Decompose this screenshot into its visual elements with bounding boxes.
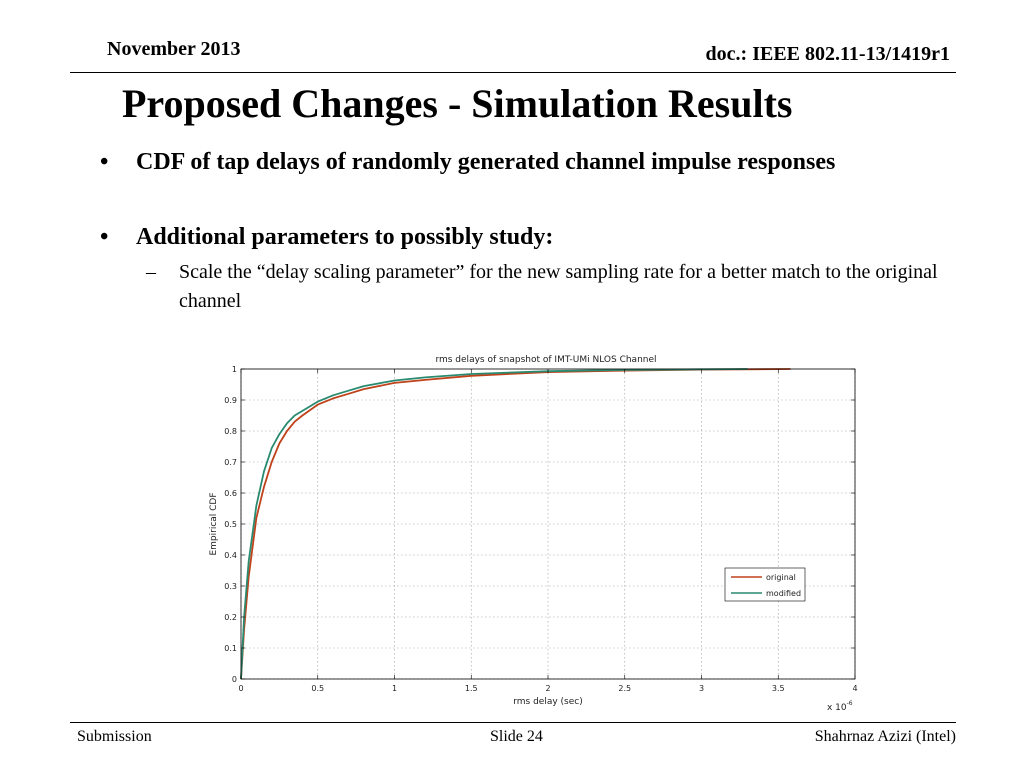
x-tick-label: 2 xyxy=(545,684,550,693)
series-group xyxy=(240,368,791,680)
y-tick-label: 0.7 xyxy=(224,458,237,467)
footer-author: Shahrnaz Azizi (Intel) xyxy=(814,728,956,745)
y-tick-label: 0.6 xyxy=(224,489,237,498)
y-tick-label: 0.8 xyxy=(224,427,237,436)
x-tick-label: 1.5 xyxy=(465,684,478,693)
y-axis-label: Empirical CDF xyxy=(209,492,219,555)
header-divider xyxy=(70,72,956,73)
x-tick-label: 2.5 xyxy=(618,684,631,693)
y-tick-label: 0 xyxy=(232,675,237,684)
chart-title: rms delays of snapshot of IMT-UMi NLOS C… xyxy=(435,355,656,365)
y-tick-label: 0.5 xyxy=(224,520,237,529)
bullet-marker: • xyxy=(100,224,109,250)
sub-bullet-text: Scale the “delay scaling parameter” for … xyxy=(179,261,938,312)
footer-left: Submission xyxy=(77,728,152,745)
cdf-chart: rms delays of snapshot of IMT-UMi NLOS C… xyxy=(209,355,858,713)
x-axis-label: rms delay (sec) xyxy=(513,697,583,707)
axis-ticks: 0 0.5 1 1.5 2 2.5 3 3.5 4 0 0.1 0.2 0.3 0.4 0.5 0.6 0.7 0… xyxy=(224,365,857,693)
bullet-text: Additional parameters to possibly study: xyxy=(136,224,554,250)
legend-label-original: original xyxy=(766,573,796,582)
legend: original modified xyxy=(724,567,806,602)
y-tick-label: 0.1 xyxy=(224,644,237,653)
legend-box xyxy=(724,567,806,602)
x-exponent-power: -6 xyxy=(847,700,853,707)
header-date: November 2013 xyxy=(107,38,241,60)
bullet-text: CDF of tap delays of randomly generated … xyxy=(136,149,836,175)
x-tick-label: 1 xyxy=(392,684,397,693)
x-tick-label: 4 xyxy=(852,684,857,693)
sub-bullet-marker: – xyxy=(146,261,156,283)
y-tick-label: 1 xyxy=(232,365,237,374)
x-tick-label: 0.5 xyxy=(311,684,324,693)
bullet-marker: • xyxy=(100,149,109,175)
y-tick-label: 0.3 xyxy=(224,582,237,591)
x-tick-label: 0 xyxy=(238,684,243,693)
y-tick-label: 0.9 xyxy=(224,396,237,405)
plot-area xyxy=(241,369,855,679)
footer-slide-number: Slide 24 xyxy=(490,728,543,745)
x-exponent-base: x 10 xyxy=(827,703,847,713)
header-doc-id: doc.: IEEE 802.11-13/1419r1 xyxy=(705,43,950,65)
y-tick-label: 0.2 xyxy=(224,613,237,622)
slide-title: Proposed Changes - Simulation Results xyxy=(122,81,793,126)
footer-divider xyxy=(70,722,956,723)
x-tick-label: 3.5 xyxy=(772,684,785,693)
y-tick-label: 0.4 xyxy=(224,551,237,560)
x-exponent-label: x 10-6 xyxy=(827,700,853,713)
series-line-modified xyxy=(240,368,748,680)
x-tick-label: 3 xyxy=(699,684,704,693)
legend-label-modified: modified xyxy=(766,589,801,598)
series-line-original xyxy=(240,368,791,680)
